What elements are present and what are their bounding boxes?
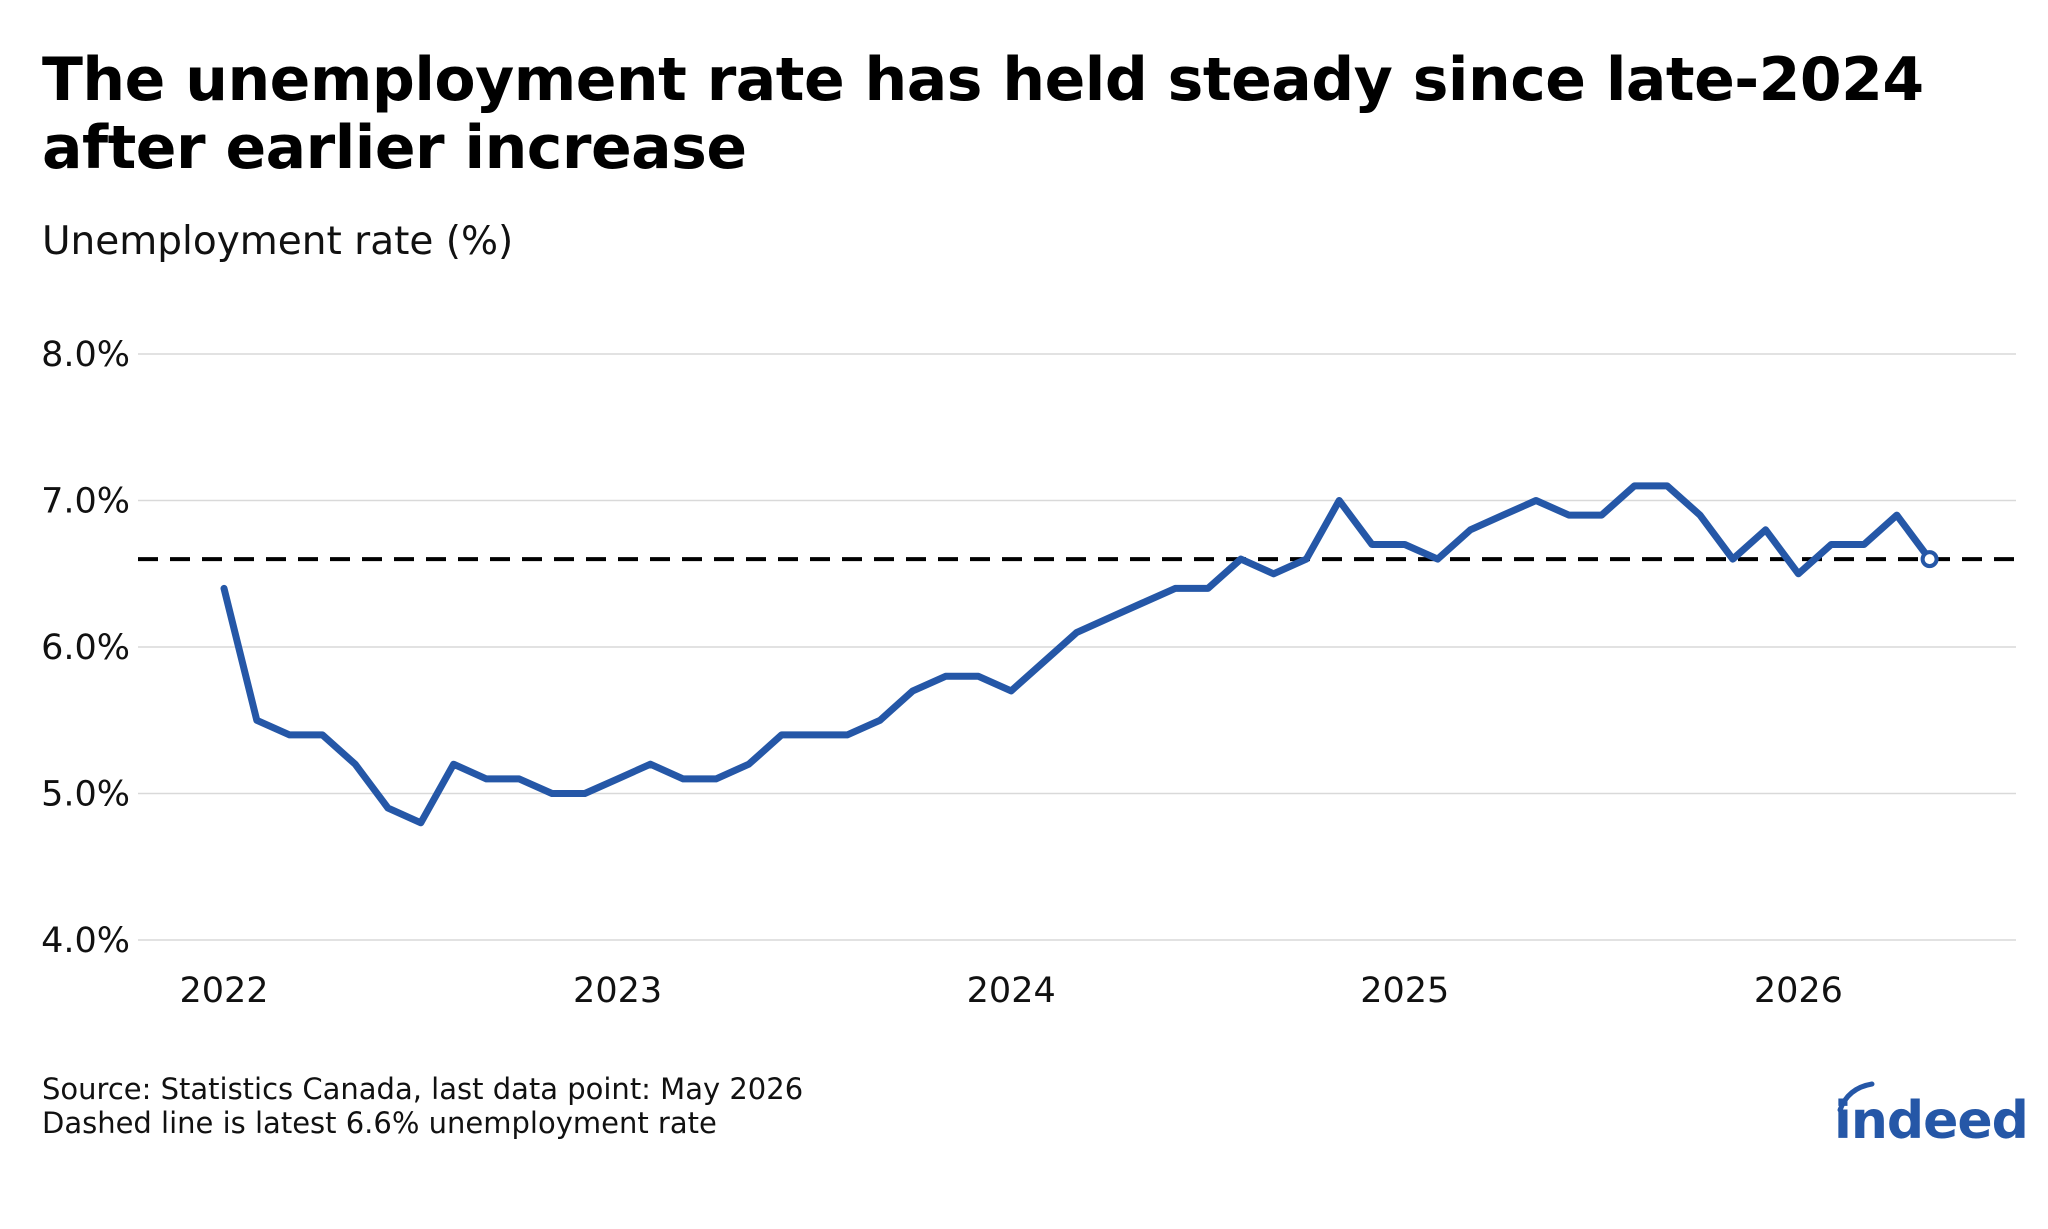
series-line xyxy=(220,482,1934,827)
x-tick-label: 2026 xyxy=(1754,971,1843,1011)
series-group xyxy=(220,482,1939,827)
footnote: Source: Statistics Canada, last data poi… xyxy=(42,1072,803,1140)
x-tick-label: 2022 xyxy=(179,971,268,1011)
y-tick-label: 5.0% xyxy=(41,775,130,815)
indeed-logo: indeed xyxy=(1834,1081,2026,1146)
x-tick-label: 2025 xyxy=(1360,971,1449,1011)
y-tick-label: 6.0% xyxy=(41,628,130,668)
logo-wordmark: indeed xyxy=(1834,1091,2026,1146)
y-tick-label: 8.0% xyxy=(41,335,130,375)
x-axis-tick-labels: 2022 2023 2024 2025 2026 xyxy=(179,971,1842,1011)
y-tick-label: 4.0% xyxy=(41,921,130,961)
gridlines xyxy=(138,353,2016,941)
chart-title: The unemployment rate has held steady si… xyxy=(42,45,1924,183)
source-note: Source: Statistics Canada, last data poi… xyxy=(42,1072,804,1106)
dashed-line-note: Dashed line is latest 6.6% unemployment … xyxy=(42,1106,717,1140)
last-data-point-marker xyxy=(1920,550,1939,569)
y-axis-tick-labels: 4.0% 5.0% 6.0% 7.0% 8.0% xyxy=(41,335,130,961)
x-tick-label: 2024 xyxy=(967,971,1056,1011)
y-tick-label: 7.0% xyxy=(41,482,130,522)
logo-arc-icon xyxy=(1837,1081,1875,1113)
x-tick-label: 2023 xyxy=(573,971,662,1011)
chart-subtitle: Unemployment rate (%) xyxy=(42,219,514,264)
